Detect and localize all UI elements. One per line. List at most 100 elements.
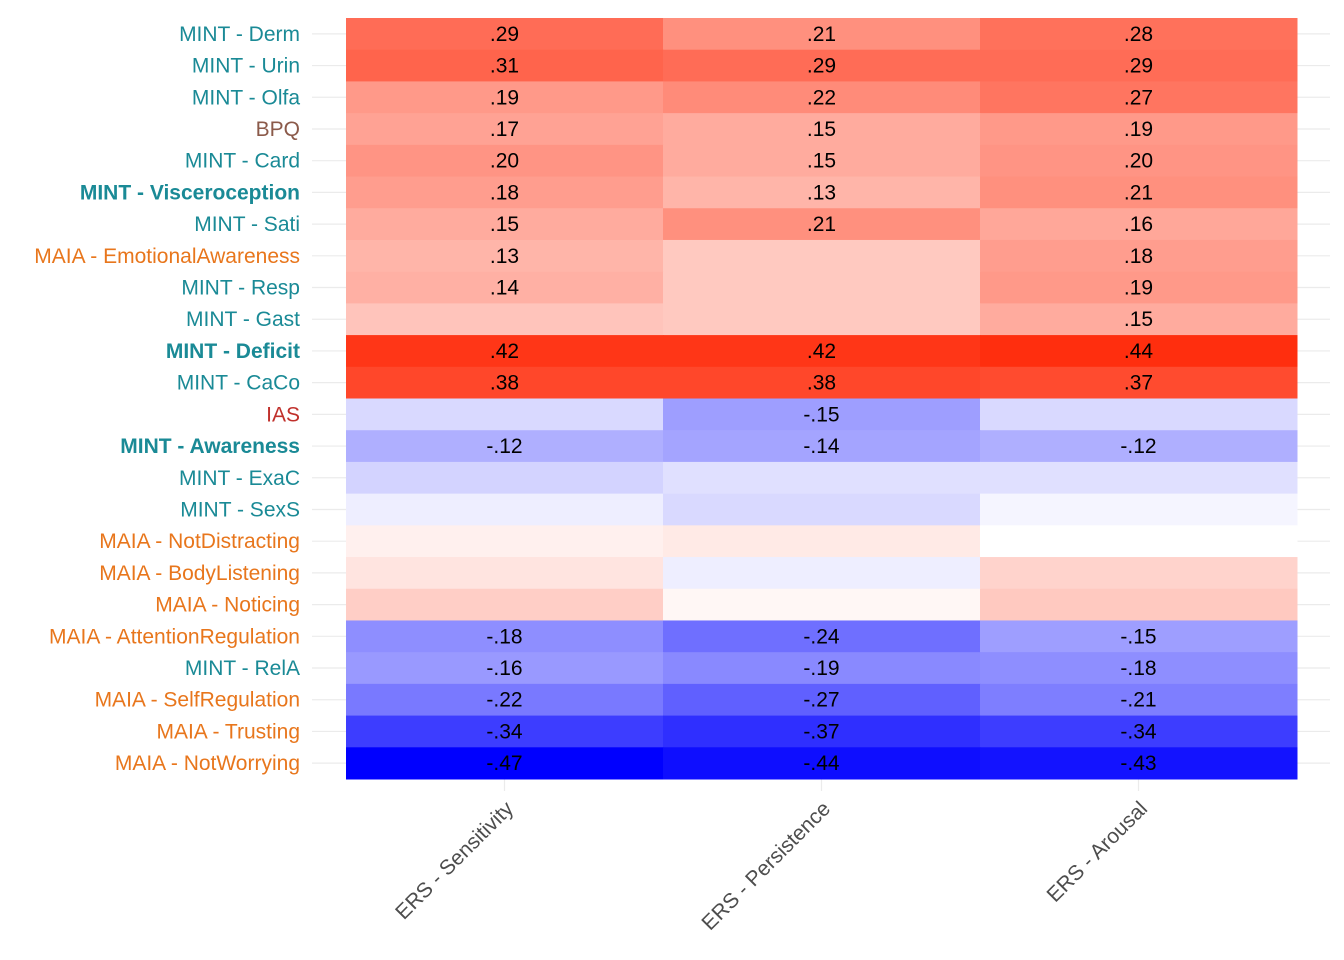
heatmap-cell bbox=[980, 398, 1298, 431]
heatmap-cell bbox=[663, 49, 981, 82]
cell-value-label: .21 bbox=[807, 213, 836, 236]
y-axis-label: MAIA - NotDistracting bbox=[99, 530, 300, 553]
cell-value-label: .28 bbox=[1124, 23, 1153, 46]
cell-value-label: -.37 bbox=[803, 720, 839, 743]
heatmap-cell bbox=[980, 239, 1298, 273]
cell-value-label: -.19 bbox=[803, 657, 839, 680]
heatmap-cell bbox=[346, 652, 664, 685]
cell-value-label: .38 bbox=[490, 372, 519, 395]
cell-value-label: -.21 bbox=[1120, 689, 1156, 712]
y-axis-label: MINT - Awareness bbox=[120, 435, 300, 458]
y-axis-label: MAIA - BodyListening bbox=[99, 562, 300, 585]
heatmap-cell bbox=[346, 620, 664, 653]
cell-value-label: .27 bbox=[1124, 86, 1153, 109]
cell-value-label: -.34 bbox=[1120, 720, 1157, 743]
cell-value-label: -.18 bbox=[486, 625, 522, 648]
cell-value-label: -.43 bbox=[1120, 752, 1156, 775]
y-axis-label: IAS bbox=[266, 403, 300, 426]
heatmap-cell bbox=[663, 144, 981, 178]
cell-value-label: -.22 bbox=[486, 689, 522, 712]
cell-value-label: .31 bbox=[490, 55, 519, 78]
heatmap-cell bbox=[663, 430, 981, 463]
heatmap-cell bbox=[346, 81, 664, 114]
y-axis-label: MINT - Olfa bbox=[192, 86, 300, 109]
heatmap-cell bbox=[980, 208, 1298, 241]
cell-value-label: -.12 bbox=[1120, 435, 1156, 458]
heatmap-cell bbox=[663, 271, 981, 304]
heatmap-cell bbox=[980, 493, 1298, 526]
heatmap-cell bbox=[663, 335, 981, 368]
cell-value-label: .38 bbox=[807, 372, 836, 395]
y-axis-label: MINT - Card bbox=[185, 150, 300, 173]
heatmap-cell bbox=[346, 557, 664, 590]
heatmap-cell bbox=[346, 49, 664, 82]
heatmap-cell bbox=[663, 715, 981, 748]
heatmap-cell bbox=[663, 208, 981, 241]
heatmap-cell bbox=[980, 303, 1298, 336]
x-axis-label: ERS - Persistence bbox=[697, 797, 835, 935]
heatmap-cell bbox=[663, 588, 981, 621]
cell-value-label: .15 bbox=[490, 213, 519, 236]
cell-value-label: .15 bbox=[807, 118, 836, 141]
heatmap-cell bbox=[980, 620, 1298, 653]
heatmap-cell bbox=[980, 271, 1298, 304]
heatmap-cell bbox=[980, 335, 1298, 368]
y-axis-label: MINT - Sati bbox=[194, 213, 300, 236]
heatmap-cell bbox=[663, 113, 981, 146]
heatmap-cell bbox=[980, 18, 1298, 51]
heatmap-cell bbox=[346, 493, 664, 526]
heatmap-cell bbox=[663, 557, 981, 590]
cell-value-label: .20 bbox=[1124, 150, 1153, 173]
heatmap-cell bbox=[346, 398, 664, 431]
y-axis-label: MINT - Gast bbox=[186, 308, 300, 331]
heatmap-cell bbox=[980, 113, 1298, 146]
cell-value-label: .13 bbox=[807, 181, 836, 204]
heatmap-cell bbox=[346, 525, 664, 558]
heatmap-cell bbox=[346, 588, 664, 621]
heatmap-cell bbox=[346, 461, 664, 495]
cell-value-label: .19 bbox=[1124, 118, 1153, 141]
cell-value-label: .21 bbox=[1124, 181, 1153, 204]
heatmap-cell bbox=[346, 208, 664, 241]
cell-value-label: .44 bbox=[1124, 340, 1154, 363]
cell-value-label: -.14 bbox=[803, 435, 840, 458]
heatmap-cell bbox=[663, 493, 981, 526]
cell-value-label: -.18 bbox=[1120, 657, 1156, 680]
heatmap-cell bbox=[663, 461, 981, 495]
cell-value-label: .22 bbox=[807, 86, 836, 109]
cell-value-label: -.24 bbox=[803, 625, 840, 648]
heatmap-cell bbox=[663, 747, 981, 780]
cell-value-label: .42 bbox=[490, 340, 519, 363]
x-axis-label: ERS - Arousal bbox=[1043, 797, 1153, 907]
heatmap-cell bbox=[346, 113, 664, 146]
heatmap-cell bbox=[346, 715, 664, 748]
heatmap-cell bbox=[980, 747, 1298, 780]
y-axis-label: MAIA - Noticing bbox=[155, 594, 300, 617]
cell-value-label: .20 bbox=[490, 150, 519, 173]
y-axis-label: MINT - Urin bbox=[192, 55, 300, 78]
cell-value-label: .29 bbox=[1124, 55, 1153, 78]
cell-value-label: -.47 bbox=[486, 752, 522, 775]
heatmap-cell bbox=[980, 49, 1298, 82]
heatmap-cell bbox=[663, 18, 981, 51]
cell-value-label: -.16 bbox=[486, 657, 522, 680]
heatmap-cell bbox=[346, 271, 664, 304]
cell-value-label: -.12 bbox=[486, 435, 522, 458]
y-axis-label: MINT - Visceroception bbox=[80, 181, 300, 204]
y-axis-label: MINT - Deficit bbox=[166, 340, 300, 363]
x-axis-label: ERS - Sensitivity bbox=[391, 797, 518, 924]
cell-value-labels: .29 .21 .28 .31 .29 .29 .19 .22 .27 .17 .15 .19 .20.… bbox=[486, 23, 1157, 775]
heatmap-cell bbox=[663, 620, 981, 653]
y-axis-labels: MINT - Derm MINT - Urin MINT - Olfa BPQ MINT… bbox=[34, 23, 300, 775]
heatmap-cell bbox=[346, 18, 664, 51]
cell-value-label: .16 bbox=[1124, 213, 1153, 236]
heatmap-cell bbox=[663, 176, 981, 209]
cell-value-label: .29 bbox=[807, 55, 836, 78]
heatmap-cell bbox=[663, 81, 981, 114]
heatmap-cell bbox=[346, 430, 664, 463]
cell-value-label: -.27 bbox=[803, 689, 839, 712]
heatmap-cell bbox=[980, 652, 1298, 685]
y-axis-label: MINT - RelA bbox=[185, 657, 300, 680]
heatmap-cell bbox=[980, 683, 1298, 717]
heatmap-cell bbox=[663, 239, 981, 273]
